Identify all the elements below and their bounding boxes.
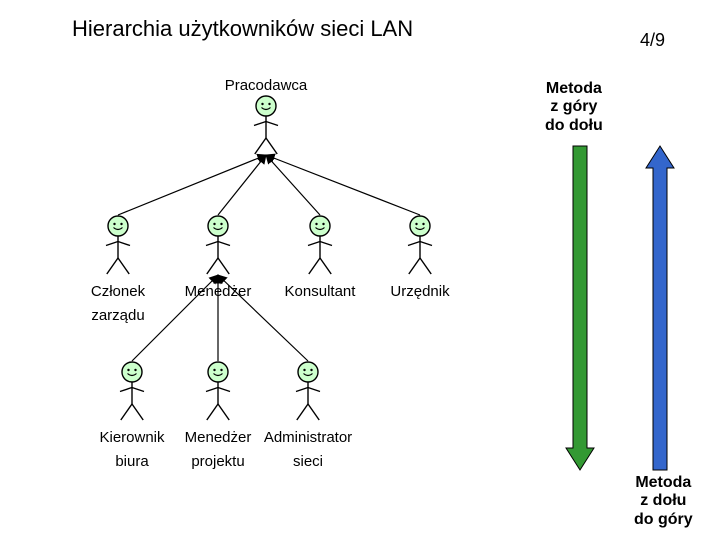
edge-consultant-employer xyxy=(266,155,320,215)
person-clerk xyxy=(408,216,432,274)
edge-clerk-employer xyxy=(266,155,420,215)
label-admin: Administrator sieci xyxy=(248,426,368,474)
arrow-down xyxy=(566,146,594,470)
diagram-stage: Hierarchia użytkowników sieci LAN 4/9 Me… xyxy=(0,0,720,540)
person-employer xyxy=(254,96,278,154)
person-officehead xyxy=(120,362,144,420)
edge-manager-employer xyxy=(218,155,266,215)
arrow-up xyxy=(646,146,674,470)
person-board xyxy=(106,216,130,274)
person-admin xyxy=(296,362,320,420)
figures xyxy=(106,96,432,420)
person-pm xyxy=(206,362,230,420)
label-employer: Pracodawca xyxy=(206,74,326,98)
person-manager xyxy=(206,216,230,274)
label-clerk: Urzędnik xyxy=(360,280,480,304)
edges xyxy=(118,155,420,361)
person-consultant xyxy=(308,216,332,274)
edge-board-employer xyxy=(118,155,266,215)
